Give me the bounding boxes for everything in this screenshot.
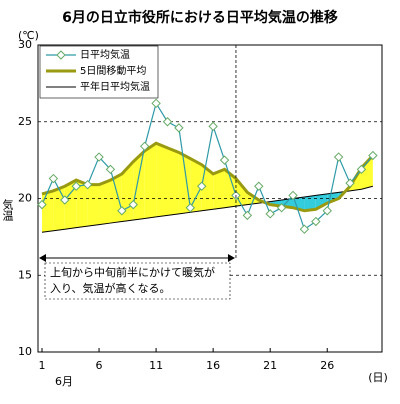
fill-area (41, 190, 54, 233)
marker (48, 173, 59, 184)
fill-area (190, 158, 202, 213)
y-tick-label: 20 (18, 192, 32, 205)
marker (299, 224, 310, 234)
x-tick-label: 1 (38, 359, 45, 372)
y-tick-label: 15 (18, 268, 32, 281)
annotation-text: 上旬から中旬前半にかけて暖気が (50, 265, 215, 279)
fill-area (87, 184, 100, 227)
legend-label: 平年日平均気温 (80, 80, 150, 93)
series-line (41, 185, 374, 233)
y-unit: (℃) (18, 29, 39, 42)
marker (117, 206, 127, 216)
arrow-head (227, 254, 235, 262)
x-tick-label: 21 (263, 359, 277, 372)
marker (174, 123, 184, 133)
marker (333, 152, 344, 162)
marker (162, 117, 173, 127)
marker (311, 216, 321, 227)
marker (60, 195, 70, 205)
marker (105, 164, 116, 175)
fill-area (213, 169, 225, 210)
x-tick-label: 11 (149, 359, 163, 372)
fill-area (224, 169, 236, 208)
marker (185, 203, 196, 213)
fill-area (304, 195, 316, 211)
series-line (41, 141, 374, 213)
legend-marker (56, 50, 66, 60)
marker (219, 155, 230, 165)
arrow-head (39, 254, 46, 262)
fill-area (156, 143, 168, 217)
x-tick-label: 26 (320, 359, 334, 372)
marker (276, 203, 287, 213)
marker (37, 199, 47, 210)
legend-label: 5日間移動平均 (80, 64, 146, 77)
marker (345, 178, 355, 188)
marker (208, 121, 218, 132)
x-tick-label: 16 (206, 359, 220, 372)
marker (368, 150, 378, 161)
chart-title: 6月の日立市役所における日平均気温の推移 (62, 9, 338, 26)
marker (322, 206, 332, 216)
marker (82, 179, 93, 190)
annotation-text: 入り、気温が高くなる。 (50, 281, 171, 295)
annotation-box (44, 262, 231, 300)
x-tick-label: 6 (96, 359, 103, 372)
y-tick-label: 25 (18, 115, 32, 128)
marker (151, 98, 161, 109)
marker (265, 209, 275, 219)
y-label: 気温 (1, 198, 14, 221)
marker (128, 199, 138, 210)
legend-label: 日平均気温 (80, 48, 130, 61)
x-month: 6月 (55, 375, 73, 388)
fill-area (315, 193, 328, 210)
fill-area (144, 143, 157, 219)
fill-area (99, 180, 111, 225)
marker (242, 210, 253, 221)
fill-area (201, 164, 214, 211)
fill-area (76, 180, 88, 228)
marker (139, 141, 150, 152)
x-unit: (日) (368, 371, 388, 384)
y-tick-label: 10 (18, 345, 32, 358)
marker (197, 181, 207, 191)
fill-area (53, 186, 65, 231)
marker (356, 164, 367, 175)
marker (94, 152, 104, 162)
marker (288, 190, 298, 201)
fill-area (178, 152, 191, 214)
marker (71, 181, 81, 191)
fill-area (167, 147, 179, 216)
fill-area (133, 150, 145, 220)
fill-area (361, 155, 373, 190)
marker (254, 181, 264, 191)
y-tick-label: 30 (18, 38, 32, 51)
fill-area (64, 180, 77, 230)
plot-frame (37, 44, 383, 353)
